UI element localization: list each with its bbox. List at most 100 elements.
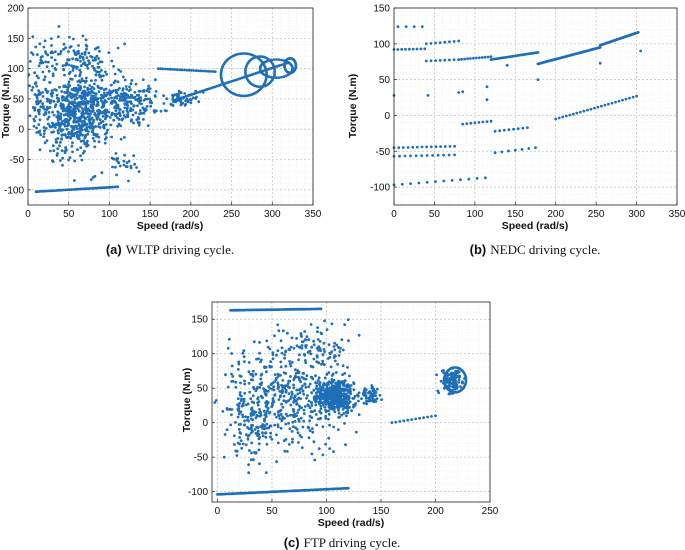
data-point	[61, 156, 64, 160]
data-point	[189, 101, 193, 105]
data-point	[132, 104, 136, 107]
data-point	[117, 122, 121, 126]
data-point	[57, 99, 61, 102]
data-point	[34, 45, 38, 49]
data-point	[43, 75, 47, 79]
data-point	[35, 84, 39, 88]
data-point	[326, 357, 330, 360]
data-point	[337, 345, 340, 349]
data-point	[330, 407, 334, 411]
data-point	[90, 79, 93, 83]
data-point	[452, 40, 456, 43]
data-point	[327, 380, 331, 384]
data-point	[31, 35, 35, 39]
data-point	[308, 429, 312, 433]
data-point	[304, 385, 308, 389]
data-point	[58, 114, 62, 118]
data-point	[45, 65, 49, 69]
data-point	[240, 404, 244, 408]
data-point	[130, 94, 134, 97]
data-point	[237, 428, 241, 431]
data-point	[431, 154, 434, 157]
data-point	[38, 130, 41, 134]
data-point	[264, 393, 268, 397]
data-point	[76, 120, 79, 123]
data-point	[372, 398, 375, 402]
chart-nedc: 0 50 100 150 200 250 300 350 -100 -50 0 50 100 150 Sp…	[347, 4, 685, 258]
data-point	[357, 399, 360, 403]
data-point	[114, 152, 118, 155]
data-point	[50, 89, 54, 92]
data-point	[30, 88, 34, 92]
data-point	[447, 373, 451, 377]
data-point	[327, 397, 330, 401]
x-tick-label: 300	[264, 209, 281, 220]
data-point	[372, 394, 375, 398]
data-point	[110, 113, 113, 117]
data-point	[67, 35, 71, 39]
data-point	[51, 72, 55, 76]
data-point	[425, 154, 429, 157]
data-point	[341, 398, 345, 402]
data-point	[63, 133, 66, 137]
data-point	[144, 94, 148, 98]
data-point	[254, 411, 257, 414]
data-point	[513, 148, 517, 152]
data-point	[327, 409, 330, 413]
y-tick-label: 150	[373, 4, 390, 15]
data-point	[86, 88, 90, 91]
data-point	[48, 124, 52, 128]
data-point	[72, 125, 76, 129]
data-point	[310, 452, 314, 456]
data-point	[49, 37, 53, 40]
data-point	[362, 401, 366, 405]
data-point	[316, 417, 320, 421]
data-point	[244, 69, 247, 72]
data-point	[438, 41, 442, 44]
data-point	[90, 94, 93, 98]
data-point	[554, 117, 558, 121]
data-point	[305, 396, 308, 400]
data-point	[284, 438, 288, 441]
data-point	[320, 392, 324, 396]
data-point	[275, 433, 278, 437]
data-point	[58, 124, 62, 128]
data-point	[315, 397, 319, 401]
data-point	[364, 388, 368, 392]
data-point	[97, 108, 101, 112]
data-point	[426, 94, 430, 97]
data-point	[343, 380, 346, 383]
data-point	[55, 96, 59, 100]
data-point	[409, 154, 412, 158]
caption-text-ftp: FTP driving cycle.	[304, 535, 401, 550]
data-point	[35, 74, 39, 78]
x-tick-label: 150	[142, 209, 159, 220]
data-point	[121, 75, 125, 79]
data-point	[290, 430, 294, 433]
data-point	[62, 42, 66, 46]
data-point	[328, 402, 331, 406]
data-point	[295, 414, 298, 418]
data-point	[81, 95, 85, 99]
data-point	[144, 107, 147, 111]
data-point	[424, 59, 428, 63]
data-point	[457, 91, 461, 94]
data-point	[331, 385, 335, 389]
data-point	[408, 47, 411, 51]
data-point	[310, 416, 314, 419]
data-point	[251, 394, 255, 398]
data-point	[423, 47, 427, 51]
data-point	[280, 391, 284, 395]
data-point	[272, 385, 276, 388]
data-point	[101, 120, 105, 123]
data-point	[54, 126, 57, 129]
data-point	[453, 379, 457, 383]
data-point	[276, 381, 280, 385]
data-point	[114, 101, 118, 105]
data-point	[213, 70, 217, 73]
data-point	[280, 419, 284, 423]
data-point	[73, 98, 77, 101]
data-point	[298, 353, 301, 357]
data-point	[301, 425, 305, 429]
data-point	[291, 408, 295, 411]
